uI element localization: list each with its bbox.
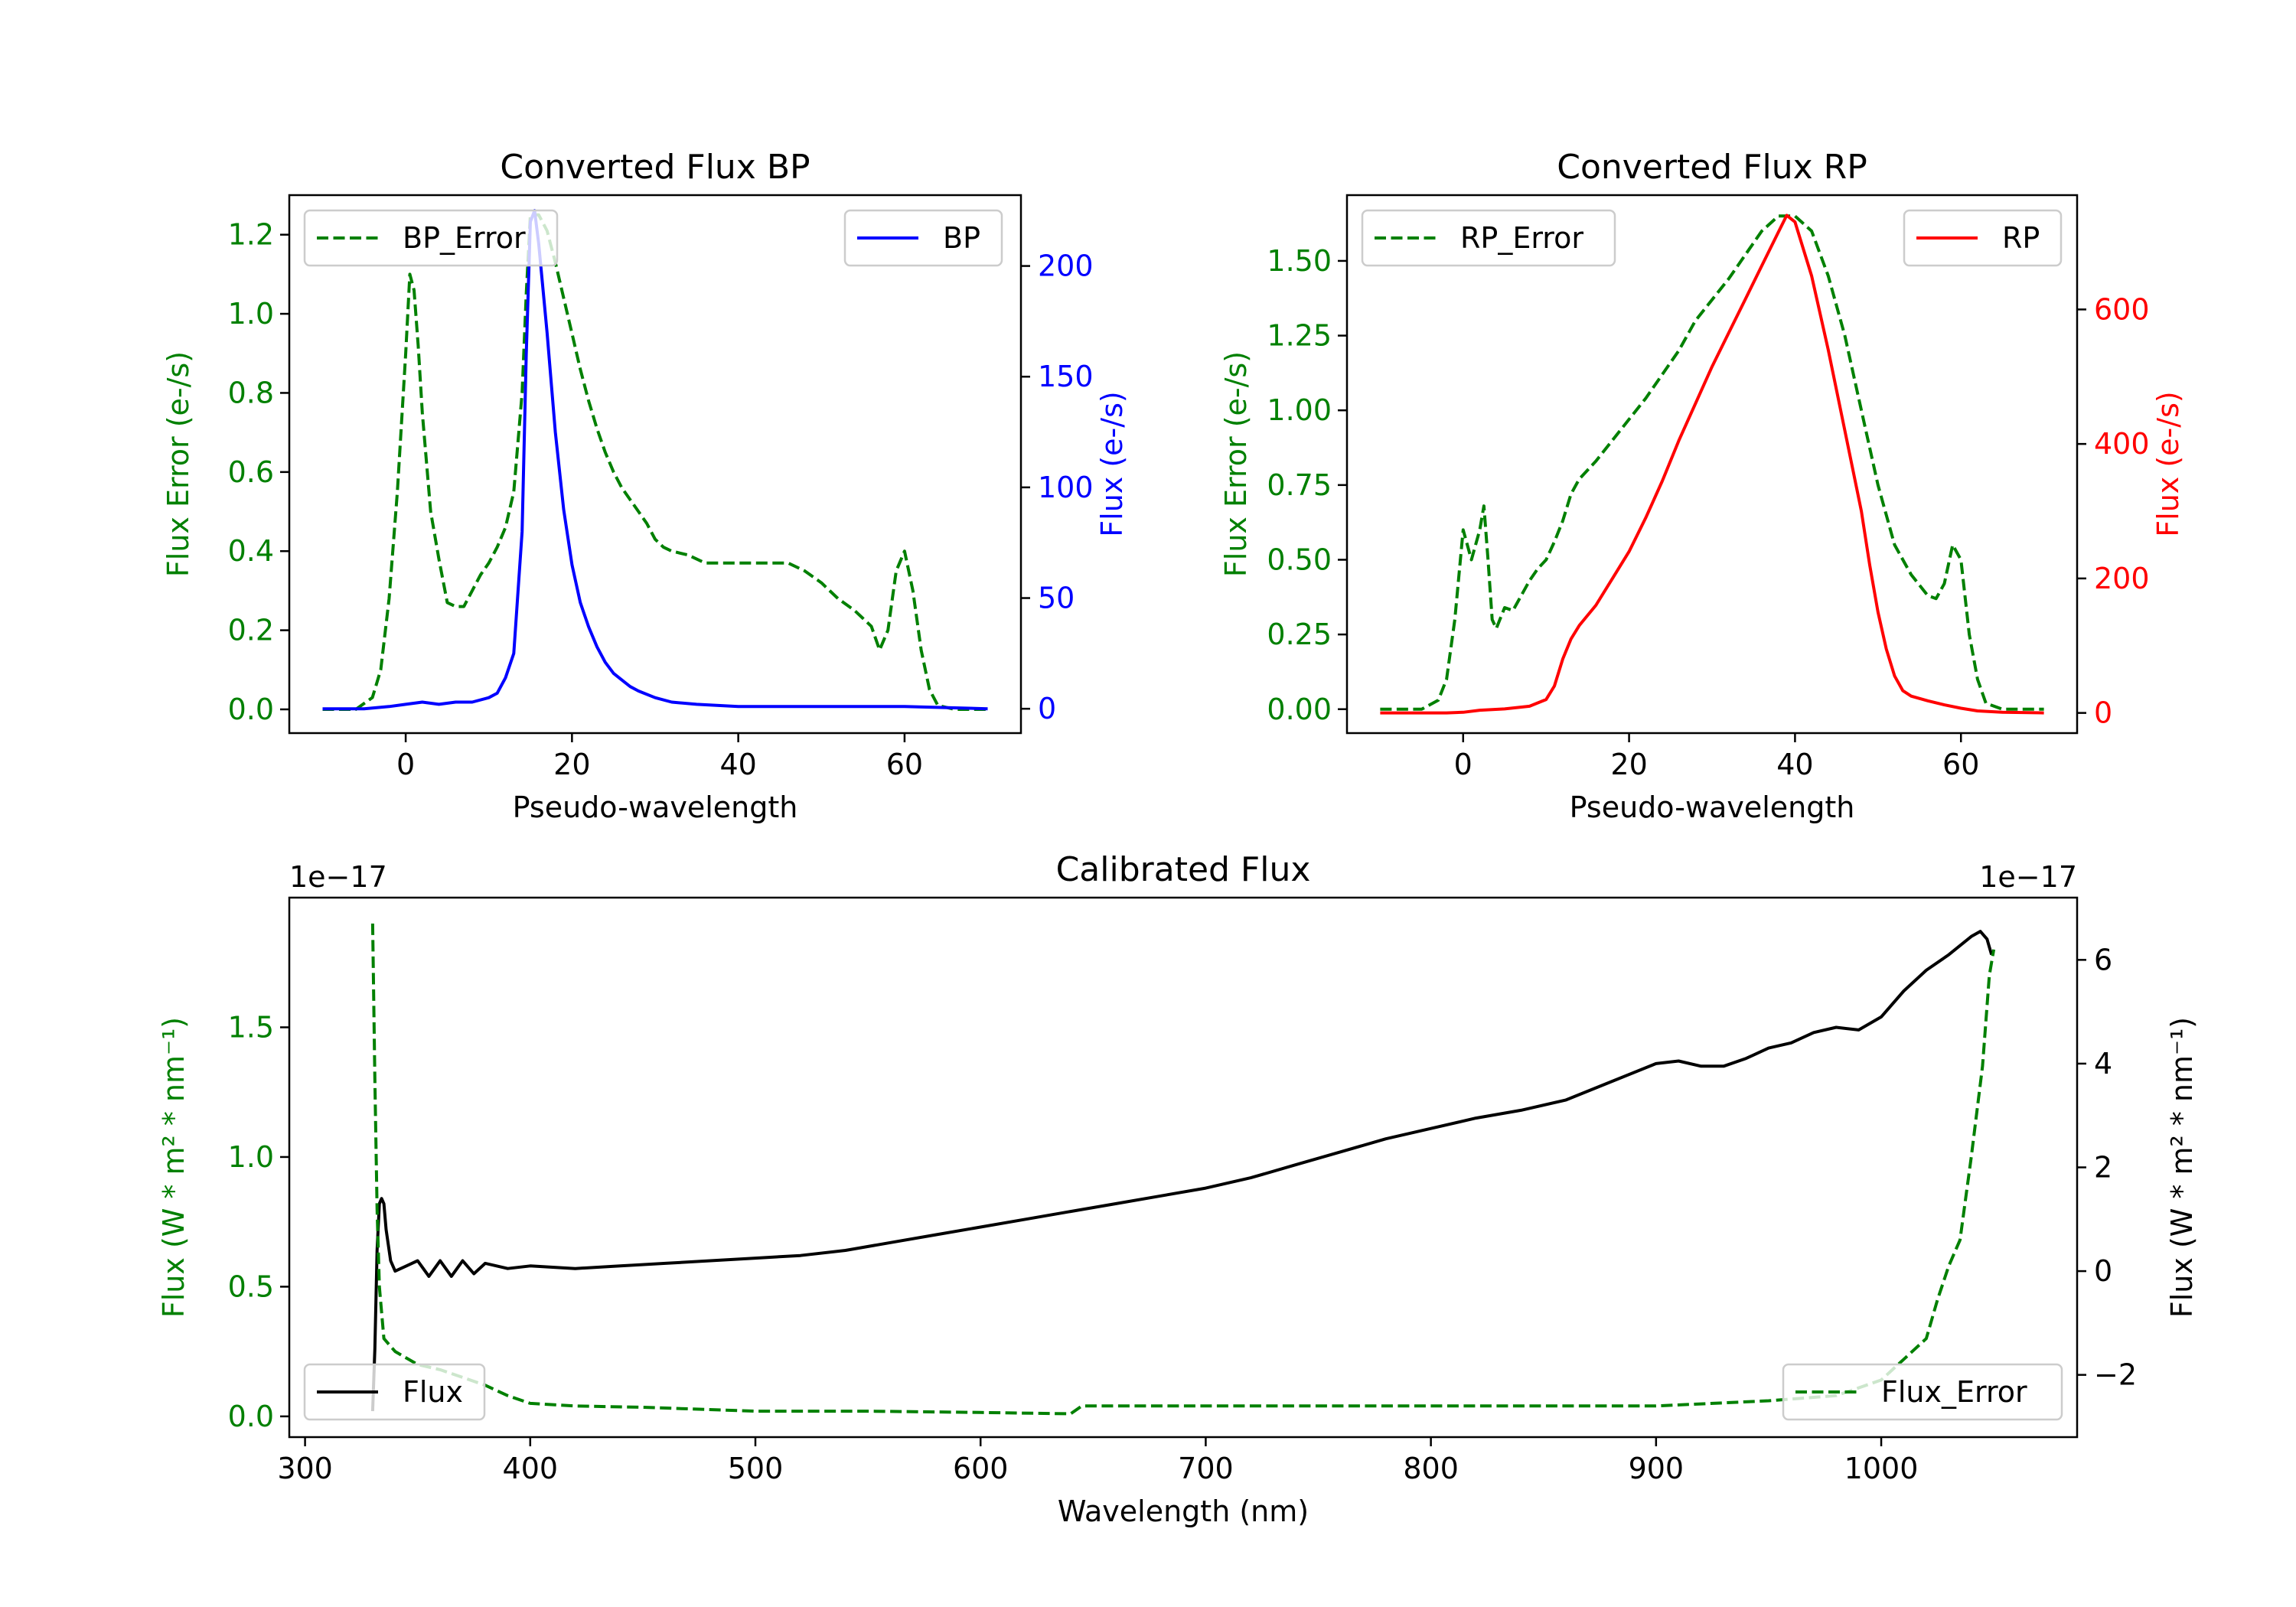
y-right-tick-label: 400 [2094,427,2150,461]
y-left-tick-label: 1.2 [228,218,274,252]
legend-label: RP [2002,221,2040,255]
y-left-tick-label: 0.2 [228,614,274,647]
y-right-tick-label: 50 [1038,582,1075,615]
y-left-tick-label: 1.50 [1267,244,1332,278]
y-right-tick-label: 200 [2094,562,2150,595]
legend-right: RP [1903,209,2063,267]
y-right-tick-label: 6 [2094,943,2112,976]
plot-frame [288,896,2079,1439]
chart-title: Converted Flux RP [1557,148,1867,187]
x-tick-label: 60 [886,748,923,781]
y-right-tick-label: 200 [1038,249,1094,283]
y-right-axis-label: Flux (W * m² * nm⁻¹) [2165,1017,2199,1318]
legend-left: Flux [303,1363,486,1421]
y-left-tick-label: 1.0 [228,297,274,331]
x-tick-label: 300 [277,1452,333,1485]
x-tick-label: 0 [396,748,415,781]
x-axis-label: Pseudo-wavelength [513,790,798,824]
chart-rp: 0 20 40 60 0.00 0.25 0.50 0.75 1.00 1.25 1.50 0 200 4… [1219,148,2185,824]
series-line-flux [370,930,1994,1412]
y-right-tick-label: 0 [2094,1254,2112,1288]
x-axis-label: Pseudo-wavelength [1570,790,1855,824]
legend-box [303,1363,486,1421]
series-line-bp [322,209,988,711]
legend-left: BP_Error [303,209,559,267]
legend-box [303,209,559,267]
legend-box [1903,209,2063,267]
legend-label: BP_Error [403,221,526,255]
legend-box [843,209,1003,267]
y-left-axis-label: Flux Error (e-/s) [1219,351,1253,577]
chart-title: Calibrated Flux [1056,850,1311,889]
legend-right: BP [843,209,1003,267]
y-left-axis-label: Flux Error (e-/s) [161,351,195,577]
x-tick-label: 600 [953,1452,1009,1485]
y-right-tick-label: 2 [2094,1151,2112,1185]
chart-title: Converted Flux BP [500,148,810,187]
y-left-tick-label: 0.25 [1267,618,1332,651]
y-left-tick-label: 0.4 [228,534,274,568]
x-tick-label: 900 [1629,1452,1684,1485]
chart-calibrated: 300 400 500 600 700 800 900 1000 0.0 0.5 1.0 1.5 −2 0… [157,850,2199,1528]
plot-frame [288,194,1022,735]
legend-label: Flux_Error [1881,1375,2027,1409]
x-tick-label: 0 [1454,748,1473,781]
y-left-tick-label: 0.00 [1267,693,1332,726]
plot-frame [1345,194,2079,735]
y-left-tick-label: 0.50 [1267,543,1332,576]
legend-label: BP [943,221,980,255]
legend-left: RP_Error [1361,209,1616,267]
y-right-tick-label: 4 [2094,1047,2112,1081]
y-left-tick-label: 1.25 [1267,319,1332,353]
legend-box [1361,209,1616,267]
y-left-tick-label: 0.0 [228,693,274,726]
x-tick-label: 60 [1942,748,1979,781]
legend-box [1782,1363,2063,1421]
series-line-bp-error [322,213,988,711]
y-right-tick-label: 600 [2094,292,2150,326]
series-line-rp [1380,214,2044,715]
y-right-axis-label: Flux (e-/s) [2151,391,2185,536]
x-tick-label: 20 [1610,748,1647,781]
y-left-axis-label: Flux (W * m² * nm⁻¹) [157,1017,191,1318]
y-right-tick-label: 100 [1038,471,1094,504]
y-left-tick-label: 1.00 [1267,393,1332,427]
legend-label: RP_Error [1460,221,1583,255]
y-left-tick-label: 0.8 [228,376,274,409]
y-left-tick-label: 0.75 [1267,468,1332,502]
x-tick-label: 500 [728,1452,784,1485]
legend-right: Flux_Error [1782,1363,2063,1421]
x-axis-label: Wavelength (nm) [1058,1495,1309,1528]
series-line-flux-error [370,923,1996,1416]
x-tick-label: 400 [503,1452,559,1485]
x-tick-label: 700 [1178,1452,1234,1485]
x-tick-label: 40 [719,748,756,781]
y-left-offset-label: 1e−17 [289,860,387,894]
y-left-tick-label: 0.6 [228,455,274,489]
y-right-axis-label: Flux (e-/s) [1095,391,1129,536]
y-right-tick-label: 150 [1038,360,1094,393]
x-tick-label: 40 [1776,748,1813,781]
y-left-tick-label: 1.5 [228,1010,274,1044]
y-right-offset-label: 1e−17 [1979,860,2077,894]
x-tick-label: 800 [1403,1452,1459,1485]
y-right-tick-label: 0 [2094,696,2112,730]
x-tick-label: 20 [553,748,590,781]
chart-bp: 0 20 40 60 0.0 0.2 0.4 0.6 0.8 1.0 1.2 0 50 100 150 200… [161,148,1129,824]
series-line-rp-error [1380,214,2044,711]
y-right-tick-label: 0 [1038,692,1056,725]
y-left-tick-label: 0.5 [228,1270,274,1303]
y-right-tick-label: −2 [2094,1358,2137,1392]
y-left-tick-label: 1.0 [228,1140,274,1174]
y-left-tick-label: 0.0 [228,1400,274,1433]
legend-label: Flux [403,1375,463,1409]
x-tick-label: 1000 [1844,1452,1919,1485]
